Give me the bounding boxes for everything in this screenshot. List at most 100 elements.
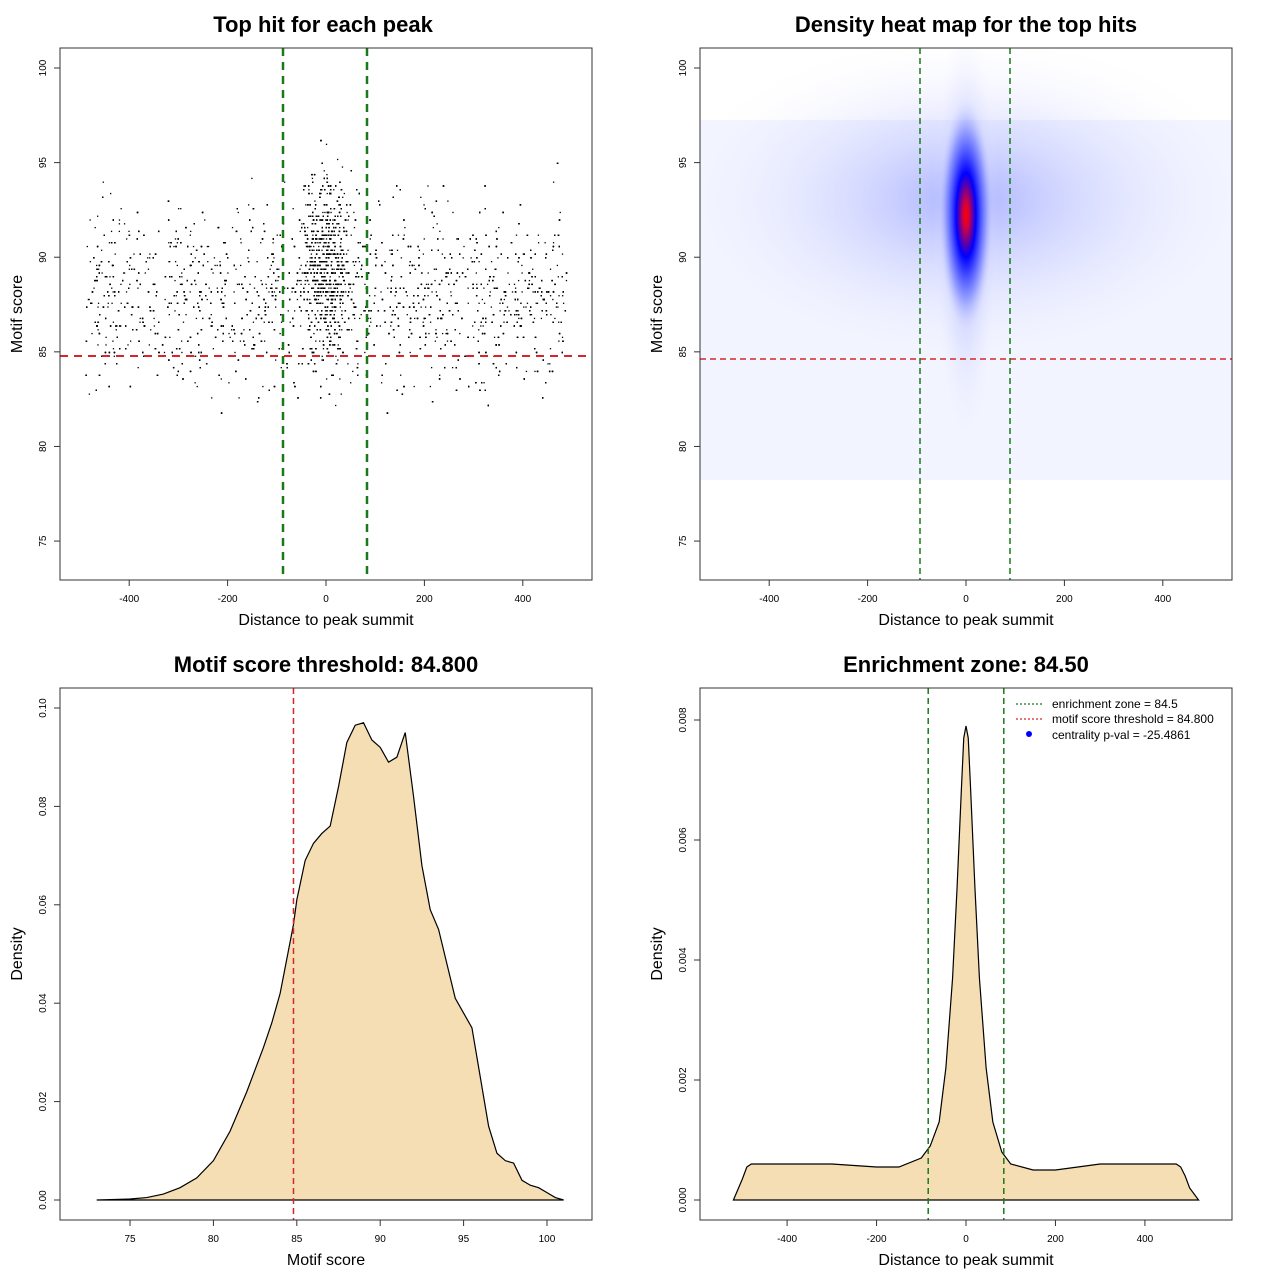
scatter-point bbox=[307, 226, 309, 229]
scatter-point bbox=[127, 344, 129, 346]
scatter-point bbox=[530, 314, 533, 316]
scatter-point bbox=[118, 223, 121, 225]
scatter-point bbox=[547, 363, 549, 365]
scatter-point bbox=[322, 268, 325, 270]
scatter-point bbox=[456, 238, 458, 240]
scatter-point bbox=[270, 264, 272, 267]
scatter-point bbox=[320, 295, 323, 297]
scatter-point bbox=[128, 268, 131, 270]
scatter-point bbox=[315, 302, 318, 304]
scatter-point bbox=[535, 302, 537, 304]
scatter-point bbox=[114, 253, 116, 255]
scatter-point bbox=[305, 204, 307, 206]
scatter-point bbox=[93, 287, 95, 289]
scatter-point bbox=[478, 302, 480, 304]
scatter-point bbox=[450, 291, 452, 293]
scatter-point bbox=[338, 276, 340, 278]
scatter-point bbox=[462, 257, 464, 259]
scatter-point bbox=[334, 234, 336, 236]
scatter-point bbox=[478, 261, 480, 263]
scatter-point bbox=[532, 291, 534, 293]
scatter-point bbox=[182, 321, 185, 323]
scatter-point bbox=[343, 192, 345, 195]
scatter-point bbox=[539, 287, 541, 289]
scatter-point bbox=[325, 143, 328, 145]
scatter-point bbox=[129, 264, 131, 267]
scatter-point bbox=[331, 306, 333, 308]
scatter-point bbox=[195, 317, 198, 320]
scatter-point bbox=[311, 177, 314, 180]
scatter-point bbox=[394, 295, 396, 297]
scatter-point bbox=[562, 295, 564, 297]
scatter-point bbox=[336, 158, 339, 161]
scatter-point bbox=[318, 245, 320, 248]
scatter-point bbox=[310, 253, 313, 255]
scatter-point bbox=[247, 204, 250, 206]
scatter-point bbox=[420, 196, 422, 198]
scatter-point bbox=[230, 329, 233, 331]
scatter-point bbox=[243, 329, 245, 331]
scatter-point bbox=[296, 298, 299, 301]
scatter-point bbox=[331, 249, 334, 251]
scatter-point bbox=[224, 295, 226, 297]
scatter-point bbox=[177, 208, 180, 210]
scatter-point bbox=[434, 279, 436, 282]
scatter-point bbox=[556, 264, 559, 267]
scatter-point bbox=[426, 287, 429, 289]
scatter-point bbox=[496, 287, 499, 289]
scatter-point bbox=[499, 302, 501, 304]
scatter-point bbox=[342, 279, 345, 282]
scatter-point bbox=[112, 348, 115, 350]
scatter-point bbox=[89, 219, 91, 221]
scatter-point bbox=[128, 230, 130, 233]
scatter-point bbox=[100, 249, 103, 251]
scatter-point bbox=[396, 249, 399, 251]
scatter-point bbox=[480, 325, 482, 327]
scatter-point bbox=[86, 245, 88, 248]
scatter-point bbox=[321, 355, 323, 357]
scatter-point bbox=[211, 397, 213, 399]
scatter-point bbox=[168, 261, 171, 263]
scatter-point bbox=[554, 317, 556, 320]
scatter-point bbox=[325, 238, 328, 240]
scatter-point bbox=[321, 287, 324, 289]
scatter-point bbox=[263, 321, 265, 323]
scatter-point bbox=[369, 238, 371, 240]
scatter-point bbox=[341, 166, 344, 168]
scatter-point bbox=[181, 351, 183, 354]
scatter-point bbox=[311, 192, 313, 195]
scatter-point bbox=[368, 295, 371, 297]
scatter-point bbox=[202, 317, 204, 320]
scatter-point bbox=[482, 325, 484, 327]
scatter-point bbox=[333, 268, 335, 270]
scatter-point bbox=[148, 344, 151, 346]
scatter-point bbox=[555, 306, 558, 308]
scatter-point bbox=[424, 306, 427, 308]
scatter-point bbox=[350, 283, 352, 286]
scatter-point bbox=[207, 245, 210, 248]
scatter-point bbox=[287, 310, 289, 312]
scatter-point bbox=[330, 287, 332, 289]
scatter-point bbox=[552, 242, 555, 244]
scatter-point bbox=[326, 283, 329, 286]
scatter-point bbox=[508, 310, 510, 312]
scatter-point bbox=[467, 302, 469, 304]
scatter-point bbox=[263, 340, 266, 342]
scatter-point bbox=[544, 242, 546, 244]
scatter-point bbox=[347, 272, 349, 274]
scatter-point bbox=[189, 234, 191, 236]
scatter-point bbox=[427, 185, 429, 187]
scatter-point bbox=[353, 211, 355, 214]
scatter-point bbox=[317, 287, 319, 289]
scatter-point bbox=[323, 238, 325, 240]
scatter-point bbox=[351, 291, 353, 293]
scatter-point bbox=[236, 283, 239, 286]
scatter-point bbox=[275, 306, 277, 308]
scatter-point bbox=[312, 264, 314, 267]
scatter-point bbox=[305, 272, 308, 274]
scatter-point bbox=[278, 268, 280, 270]
scatter-point bbox=[436, 223, 438, 225]
scatter-point bbox=[353, 226, 356, 229]
scatter-point bbox=[120, 325, 122, 327]
scatter-point bbox=[204, 219, 206, 221]
